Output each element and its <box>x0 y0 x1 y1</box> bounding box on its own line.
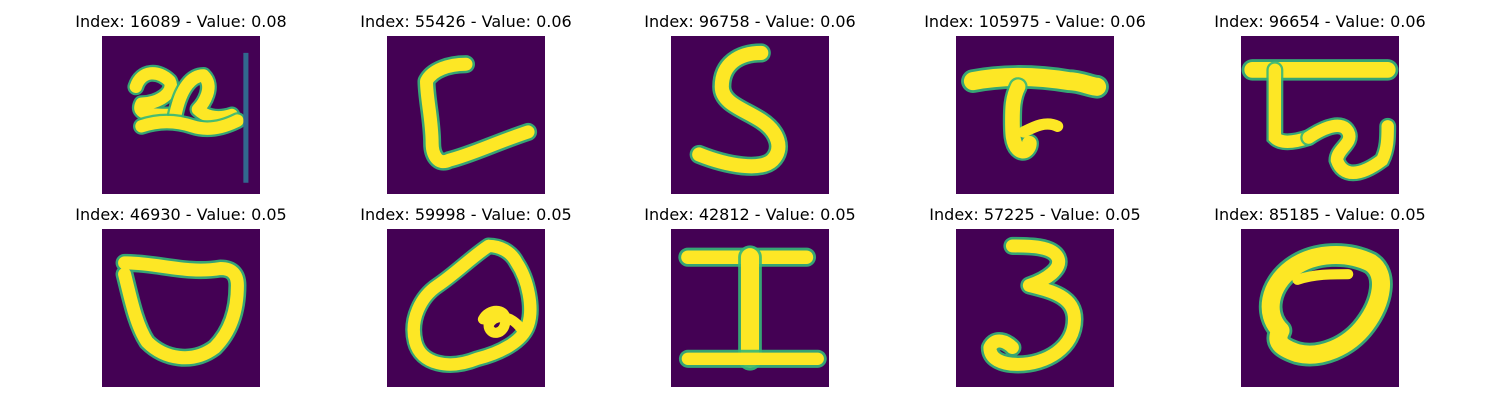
grid-cell-4: Index: 105975 - Value: 0.06 <box>924 12 1146 194</box>
handwriting-image <box>1241 36 1399 194</box>
grid-cell-5: Index: 96654 - Value: 0.06 <box>1214 12 1426 194</box>
handwriting-image <box>102 36 260 194</box>
handwriting-image <box>956 36 1114 194</box>
cell-title: Index: 55426 - Value: 0.06 <box>360 12 572 31</box>
cell-title: Index: 46930 - Value: 0.05 <box>75 205 287 224</box>
cell-title: Index: 16089 - Value: 0.08 <box>75 12 287 31</box>
handwriting-image <box>387 229 545 387</box>
cell-title: Index: 57225 - Value: 0.05 <box>929 205 1141 224</box>
grid-cell-1: Index: 16089 - Value: 0.08 <box>75 12 287 194</box>
cell-title: Index: 96758 - Value: 0.06 <box>644 12 856 31</box>
grid-cell-2: Index: 55426 - Value: 0.06 <box>360 12 572 194</box>
cell-title: Index: 42812 - Value: 0.05 <box>644 205 856 224</box>
handwriting-image <box>956 229 1114 387</box>
handwriting-image <box>1241 229 1399 387</box>
handwriting-image <box>671 229 829 387</box>
cell-title: Index: 85185 - Value: 0.05 <box>1214 205 1426 224</box>
grid-cell-10: Index: 85185 - Value: 0.05 <box>1214 205 1426 387</box>
handwriting-image <box>102 229 260 387</box>
grid-cell-7: Index: 59998 - Value: 0.05 <box>360 205 572 387</box>
grid-cell-9: Index: 57225 - Value: 0.05 <box>929 205 1141 387</box>
cell-title: Index: 105975 - Value: 0.06 <box>924 12 1146 31</box>
cell-title: Index: 96654 - Value: 0.06 <box>1214 12 1426 31</box>
grid-cell-3: Index: 96758 - Value: 0.06 <box>644 12 856 194</box>
cell-title: Index: 59998 - Value: 0.05 <box>360 205 572 224</box>
grid-cell-8: Index: 42812 - Value: 0.05 <box>644 205 856 387</box>
handwriting-image <box>671 36 829 194</box>
handwriting-image <box>387 36 545 194</box>
grid-cell-6: Index: 46930 - Value: 0.05 <box>75 205 287 387</box>
